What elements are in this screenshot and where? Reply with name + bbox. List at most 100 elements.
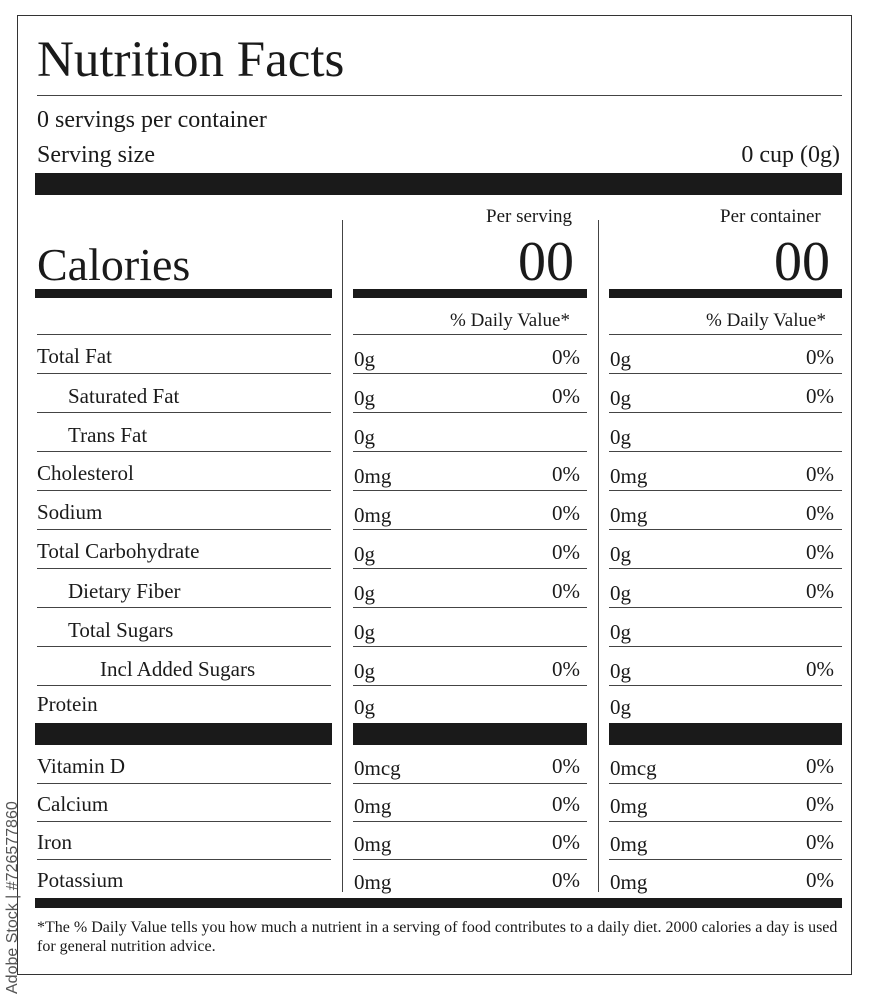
serving-amount: 0mg: [354, 870, 392, 894]
row-divider: [353, 412, 587, 413]
container-amount: 0g: [610, 386, 631, 410]
serving-daily-value: 0%: [552, 384, 580, 408]
row-divider: [37, 490, 331, 491]
container-amount: 0g: [610, 542, 631, 566]
row-divider: [37, 412, 331, 413]
serving-daily-value: 0%: [552, 540, 580, 564]
row-divider: [609, 451, 842, 452]
container-daily-value: 0%: [806, 345, 834, 369]
nutrient-name-cholesterol: Cholesterol: [37, 461, 134, 485]
serving-size-label: Serving size: [37, 142, 155, 168]
stock-watermark: Adobe Stock | #726577860: [4, 801, 21, 994]
serving-daily-value: 0%: [552, 868, 580, 892]
serving-amount: 0g: [354, 695, 375, 719]
container-amount: 0mg: [610, 464, 648, 488]
row-divider: [353, 646, 587, 647]
serving-daily-value: 0%: [552, 345, 580, 369]
serving-amount: 0g: [354, 581, 375, 605]
row-divider: [353, 334, 587, 335]
nutrient-name-sodium: Sodium: [37, 500, 103, 524]
calories-label: Calories: [37, 239, 191, 290]
serving-daily-value: 0%: [552, 830, 580, 854]
row-divider: [609, 821, 842, 822]
footer-thick-bar: [35, 898, 842, 908]
title-divider: [37, 95, 842, 96]
vitamin-name-vitamin-d: Vitamin D: [37, 754, 125, 778]
header-thick-bar: [35, 173, 842, 195]
row-divider: [609, 490, 842, 491]
container-amount: 0g: [610, 347, 631, 371]
row-divider: [37, 568, 331, 569]
calories-bar-container: [609, 289, 842, 298]
container-amount: 0g: [610, 620, 631, 644]
row-divider: [353, 607, 587, 608]
label-title: Nutrition Facts: [37, 32, 345, 88]
serving-amount: 0g: [354, 386, 375, 410]
row-divider: [37, 783, 331, 784]
row-divider: [353, 859, 587, 860]
serving-size-value: 0 cup (0g): [741, 142, 840, 168]
container-amount: 0g: [610, 425, 631, 449]
vitamin-name-iron: Iron: [37, 830, 72, 854]
row-divider: [37, 646, 331, 647]
container-daily-value: 0%: [806, 501, 834, 525]
serving-daily-value: 0%: [552, 657, 580, 681]
container-amount: 0mg: [610, 503, 648, 527]
container-daily-value: 0%: [806, 830, 834, 854]
daily-value-header-serving: % Daily Value*: [450, 310, 570, 331]
row-divider: [353, 451, 587, 452]
row-divider: [37, 529, 331, 530]
row-divider: [609, 412, 842, 413]
container-daily-value: 0%: [806, 792, 834, 816]
per-container-label: Per container: [720, 206, 821, 227]
row-divider: [37, 334, 331, 335]
nutrient-name-dietary-fiber: Dietary Fiber: [68, 579, 181, 603]
serving-amount: 0mg: [354, 832, 392, 856]
row-divider: [609, 529, 842, 530]
container-daily-value: 0%: [806, 657, 834, 681]
row-divider: [37, 859, 331, 860]
column-divider-serving: [342, 220, 343, 892]
vitamins-bar-container: [609, 723, 842, 745]
serving-amount: 0mcg: [354, 756, 401, 780]
vitamin-name-potassium: Potassium: [37, 868, 124, 892]
container-daily-value: 0%: [806, 868, 834, 892]
column-divider-container: [598, 220, 599, 892]
row-divider: [609, 373, 842, 374]
row-divider: [609, 685, 842, 686]
per-serving-label: Per serving: [486, 206, 573, 227]
row-divider: [353, 821, 587, 822]
row-divider: [353, 568, 587, 569]
row-divider: [609, 334, 842, 335]
row-divider: [37, 685, 331, 686]
serving-daily-value: 0%: [552, 579, 580, 603]
calories-per-serving: 00: [518, 231, 574, 293]
container-daily-value: 0%: [806, 754, 834, 778]
serving-amount: 0g: [354, 542, 375, 566]
calories-per-container: 00: [774, 231, 830, 293]
calories-bar-serving: [353, 289, 587, 298]
container-amount: 0g: [610, 659, 631, 683]
serving-amount: 0mg: [354, 794, 392, 818]
row-divider: [353, 685, 587, 686]
nutrient-name-saturated-fat: Saturated Fat: [68, 384, 180, 408]
row-divider: [37, 607, 331, 608]
servings-per-container: 0 servings per container: [37, 107, 267, 133]
row-divider: [609, 859, 842, 860]
calories-bar-label: [35, 289, 332, 298]
vitamins-bar-serving: [353, 723, 587, 745]
serving-daily-value: 0%: [552, 792, 580, 816]
serving-amount: 0g: [354, 347, 375, 371]
nutrition-label: [17, 15, 852, 975]
row-divider: [353, 529, 587, 530]
container-amount: 0g: [610, 695, 631, 719]
serving-daily-value: 0%: [552, 501, 580, 525]
serving-daily-value: 0%: [552, 754, 580, 778]
row-divider: [37, 373, 331, 374]
footnote: *The % Daily Value tells you how much a …: [37, 919, 838, 955]
vitamins-bar-label: [35, 723, 332, 745]
row-divider: [609, 646, 842, 647]
nutrient-name-incl-added-sugars: Incl Added Sugars: [100, 657, 256, 681]
container-daily-value: 0%: [806, 579, 834, 603]
daily-value-header-container: % Daily Value*: [706, 310, 826, 331]
